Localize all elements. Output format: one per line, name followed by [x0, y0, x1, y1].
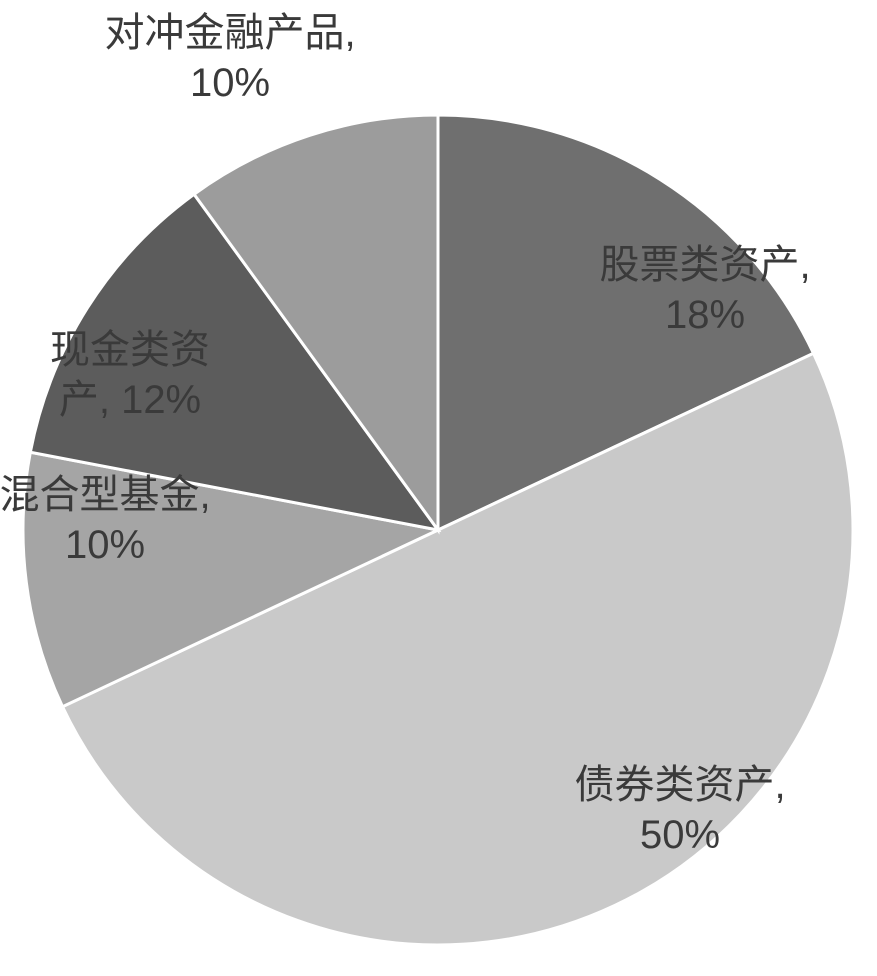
pie-label-line: 债券类资产,: [575, 760, 786, 810]
pie-chart: 股票类资产,18%债券类资产,50%混合型基金,10%现金类资产, 12%对冲金…: [0, 0, 877, 976]
pie-label: 债券类资产,50%: [575, 760, 786, 860]
pie-label: 股票类资产,18%: [600, 240, 811, 340]
pie-label-line: 对冲金融产品,: [105, 8, 356, 58]
pie-label-line: 产, 12%: [50, 375, 210, 425]
pie-label: 现金类资产, 12%: [50, 325, 210, 425]
pie-label-line: 10%: [0, 520, 211, 570]
pie-label-line: 混合型基金,: [0, 470, 211, 520]
pie-label-line: 现金类资: [50, 325, 210, 375]
pie-label: 混合型基金,10%: [0, 470, 211, 570]
pie-label-line: 50%: [575, 810, 786, 860]
pie-label-line: 18%: [600, 290, 811, 340]
pie-label-line: 股票类资产,: [600, 240, 811, 290]
pie-label: 对冲金融产品,10%: [105, 8, 356, 108]
pie-label-line: 10%: [105, 58, 356, 108]
